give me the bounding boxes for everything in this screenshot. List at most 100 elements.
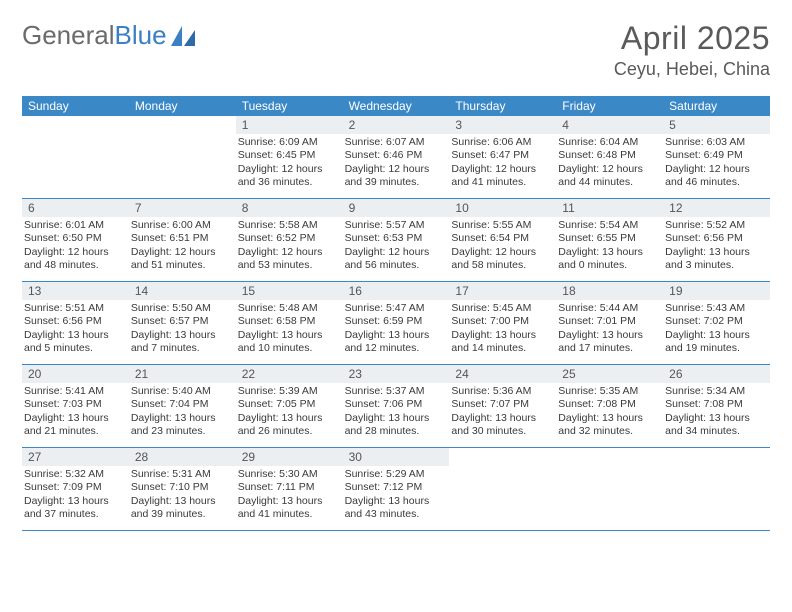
- day-cell: [22, 116, 129, 198]
- sunrise-text: Sunrise: 5:51 AM: [24, 302, 125, 315]
- day-number: 23: [343, 365, 450, 383]
- day-cell: 23Sunrise: 5:37 AMSunset: 7:06 PMDayligh…: [343, 365, 450, 447]
- daylight-text: Daylight: 12 hours and 53 minutes.: [238, 246, 339, 273]
- day-body: Sunrise: 5:44 AMSunset: 7:01 PMDaylight:…: [556, 300, 663, 358]
- sunset-text: Sunset: 6:54 PM: [451, 232, 552, 245]
- sunset-text: Sunset: 7:10 PM: [131, 481, 232, 494]
- daylight-text: Daylight: 12 hours and 56 minutes.: [345, 246, 446, 273]
- day-body: Sunrise: 5:39 AMSunset: 7:05 PMDaylight:…: [236, 383, 343, 441]
- week-row: 1Sunrise: 6:09 AMSunset: 6:45 PMDaylight…: [22, 116, 770, 199]
- day-cell: 28Sunrise: 5:31 AMSunset: 7:10 PMDayligh…: [129, 448, 236, 530]
- sunrise-text: Sunrise: 6:03 AM: [665, 136, 766, 149]
- daylight-text: Daylight: 12 hours and 48 minutes.: [24, 246, 125, 273]
- sunset-text: Sunset: 7:08 PM: [558, 398, 659, 411]
- sunset-text: Sunset: 6:56 PM: [665, 232, 766, 245]
- day-number: 15: [236, 282, 343, 300]
- sunrise-text: Sunrise: 5:31 AM: [131, 468, 232, 481]
- sunrise-text: Sunrise: 5:50 AM: [131, 302, 232, 315]
- sunset-text: Sunset: 7:01 PM: [558, 315, 659, 328]
- day-body: Sunrise: 5:50 AMSunset: 6:57 PMDaylight:…: [129, 300, 236, 358]
- week-row: 27Sunrise: 5:32 AMSunset: 7:09 PMDayligh…: [22, 448, 770, 531]
- weekday-thursday: Thursday: [449, 96, 556, 116]
- daylight-text: Daylight: 12 hours and 58 minutes.: [451, 246, 552, 273]
- daylight-text: Daylight: 13 hours and 10 minutes.: [238, 329, 339, 356]
- day-cell: 4Sunrise: 6:04 AMSunset: 6:48 PMDaylight…: [556, 116, 663, 198]
- daylight-text: Daylight: 13 hours and 12 minutes.: [345, 329, 446, 356]
- day-number: [22, 116, 129, 120]
- daylight-text: Daylight: 13 hours and 26 minutes.: [238, 412, 339, 439]
- sunrise-text: Sunrise: 6:07 AM: [345, 136, 446, 149]
- sunrise-text: Sunrise: 5:29 AM: [345, 468, 446, 481]
- day-number: 2: [343, 116, 450, 134]
- day-number: 29: [236, 448, 343, 466]
- day-number: 11: [556, 199, 663, 217]
- day-cell: 8Sunrise: 5:58 AMSunset: 6:52 PMDaylight…: [236, 199, 343, 281]
- daylight-text: Daylight: 13 hours and 28 minutes.: [345, 412, 446, 439]
- day-number: 6: [22, 199, 129, 217]
- day-body: Sunrise: 6:07 AMSunset: 6:46 PMDaylight:…: [343, 134, 450, 192]
- sunrise-text: Sunrise: 5:30 AM: [238, 468, 339, 481]
- day-number: 13: [22, 282, 129, 300]
- day-number: 30: [343, 448, 450, 466]
- sunrise-text: Sunrise: 5:36 AM: [451, 385, 552, 398]
- day-body: Sunrise: 5:34 AMSunset: 7:08 PMDaylight:…: [663, 383, 770, 441]
- header: GeneralBlue April 2025 Ceyu, Hebei, Chin…: [22, 20, 770, 80]
- sunset-text: Sunset: 7:04 PM: [131, 398, 232, 411]
- week-row: 20Sunrise: 5:41 AMSunset: 7:03 PMDayligh…: [22, 365, 770, 448]
- week-row: 13 Sunrise: 5:51 AMSunset: 6:56 PM Dayligh…: [22, 282, 770, 365]
- day-cell: 29Sunrise: 5:30 AMSunset: 7:11 PMDayligh…: [236, 448, 343, 530]
- day-number: 28: [129, 448, 236, 466]
- daylight-text: Daylight: 13 hours and 7 minutes.: [131, 329, 232, 356]
- day-body: Sunrise: 5:52 AMSunset: 6:56 PMDaylight:…: [663, 217, 770, 275]
- day-cell: 22Sunrise: 5:39 AMSunset: 7:05 PMDayligh…: [236, 365, 343, 447]
- day-cell: [556, 448, 663, 530]
- day-cell: 3Sunrise: 6:06 AMSunset: 6:47 PMDaylight…: [449, 116, 556, 198]
- weekday-wednesday: Wednesday: [343, 96, 450, 116]
- sunrise-text: Sunrise: 6:01 AM: [24, 219, 125, 232]
- sunset-text: Sunset: 6:52 PM: [238, 232, 339, 245]
- sunrise-text: Sunrise: 5:57 AM: [345, 219, 446, 232]
- sunrise-text: Sunrise: 5:41 AM: [24, 385, 125, 398]
- sunrise-text: Sunrise: 6:04 AM: [558, 136, 659, 149]
- day-number: 12: [663, 199, 770, 217]
- sunset-text: Sunset: 6:59 PM: [345, 315, 446, 328]
- weeks-container: 1Sunrise: 6:09 AMSunset: 6:45 PMDaylight…: [22, 116, 770, 531]
- sunrise-text: Sunrise: 5:54 AM: [558, 219, 659, 232]
- day-number: 22: [236, 365, 343, 383]
- day-body: Sunrise: 5:35 AMSunset: 7:08 PMDaylight:…: [556, 383, 663, 441]
- day-body: Sunrise: 5:45 AMSunset: 7:00 PMDaylight:…: [449, 300, 556, 358]
- sunrise-text: Sunrise: 6:09 AM: [238, 136, 339, 149]
- sunset-text: Sunset: 6:50 PM: [24, 232, 125, 245]
- sunset-text: Sunset: 7:05 PM: [238, 398, 339, 411]
- day-body: Sunrise: 5:48 AMSunset: 6:58 PMDaylight:…: [236, 300, 343, 358]
- day-body: Sunrise: 5:43 AMSunset: 7:02 PMDaylight:…: [663, 300, 770, 358]
- day-number: 3: [449, 116, 556, 134]
- sunset-text: Sunset: 6:57 PM: [131, 315, 232, 328]
- day-number: [556, 448, 663, 452]
- sunset-text: Sunset: 7:08 PM: [665, 398, 766, 411]
- location: Ceyu, Hebei, China: [614, 59, 770, 80]
- day-number: 16: [343, 282, 450, 300]
- day-cell: 30Sunrise: 5:29 AMSunset: 7:12 PMDayligh…: [343, 448, 450, 530]
- sunset-text: Sunset: 6:56 PM: [24, 315, 125, 328]
- sunset-text: Sunset: 7:00 PM: [451, 315, 552, 328]
- day-number: 5: [663, 116, 770, 134]
- daylight-text: Daylight: 13 hours and 34 minutes.: [665, 412, 766, 439]
- daylight-text: Daylight: 12 hours and 39 minutes.: [345, 163, 446, 190]
- day-cell: 13Sunrise: 5:51 AMSunset: 6:56 PMDayligh…: [22, 282, 129, 364]
- sunset-text: Sunset: 7:06 PM: [345, 398, 446, 411]
- day-body: Sunrise: 6:03 AMSunset: 6:49 PMDaylight:…: [663, 134, 770, 192]
- day-body: Sunrise: 5:31 AMSunset: 7:10 PMDaylight:…: [129, 466, 236, 524]
- week-row: 6Sunrise: 6:01 AMSunset: 6:50 PMDaylight…: [22, 199, 770, 282]
- day-body: Sunrise: 5:32 AMSunset: 7:09 PMDaylight:…: [22, 466, 129, 524]
- day-cell: 16Sunrise: 5:47 AMSunset: 6:59 PMDayligh…: [343, 282, 450, 364]
- day-number: 20: [22, 365, 129, 383]
- day-body: Sunrise: 6:06 AMSunset: 6:47 PMDaylight:…: [449, 134, 556, 192]
- month-title: April 2025: [614, 20, 770, 57]
- day-number: 9: [343, 199, 450, 217]
- day-body: Sunrise: 6:01 AMSunset: 6:50 PMDaylight:…: [22, 217, 129, 275]
- brand-logo: GeneralBlue: [22, 20, 197, 51]
- day-body: Sunrise: 5:55 AMSunset: 6:54 PMDaylight:…: [449, 217, 556, 275]
- day-cell: 12Sunrise: 5:52 AMSunset: 6:56 PMDayligh…: [663, 199, 770, 281]
- day-cell: 5Sunrise: 6:03 AMSunset: 6:49 PMDaylight…: [663, 116, 770, 198]
